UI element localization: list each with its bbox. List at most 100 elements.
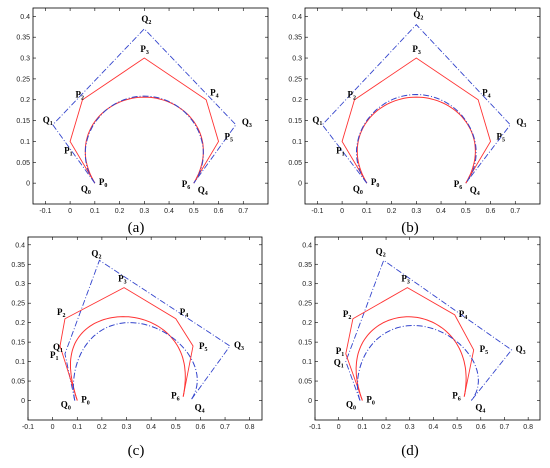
y-tick-label: 0.2 (15, 320, 25, 327)
y-tick-label: 0.4 (302, 242, 312, 249)
point-label-q3: Q3 (516, 344, 526, 356)
point-label-q4: Q4 (470, 185, 480, 197)
plot-frame (32, 7, 269, 205)
y-tick-label: 0.05 (16, 160, 30, 167)
x-tick-label: 0 (68, 208, 72, 215)
point-label-q0: Q0 (346, 400, 356, 412)
point-label-q2: Q2 (91, 248, 101, 260)
x-tick-label: 0.1 (362, 208, 372, 215)
point-label-p1: P1 (50, 350, 59, 362)
point-label-q2: Q2 (141, 14, 151, 26)
x-tick-label: 0.6 (196, 424, 206, 431)
y-tick-label: 0.25 (298, 301, 312, 308)
x-tick-label: 0.7 (500, 424, 510, 431)
point-label-q4: Q4 (198, 185, 208, 197)
x-tick-label: 0.3 (411, 208, 421, 215)
chart-panel-b: -0.1 0 0.1 0.2 0.3 0.4 0.5 0.6 0.7 0 0.05 0.1 0.15 0.… (288, 7, 541, 215)
x-tick-label: 0.5 (189, 208, 199, 215)
q-bezier-curve (84, 95, 204, 184)
x-tick-label: -0.1 (22, 424, 34, 431)
x-tick-label: 0.1 (358, 424, 368, 431)
point-label-q4: Q4 (475, 403, 485, 415)
x-tick-label: 0.5 (461, 208, 471, 215)
x-tick-label: 0.1 (72, 424, 82, 431)
panel-caption: (d) (401, 443, 419, 459)
y-tick-label: 0.35 (11, 262, 25, 269)
point-label-p3: P3 (140, 44, 149, 56)
p-bezier-curve (356, 96, 476, 184)
point-label-p5: P5 (225, 131, 234, 143)
p-control-polygon (345, 287, 475, 401)
point-label-p0: P0 (99, 177, 108, 189)
x-tick-label: 0.7 (238, 208, 248, 215)
point-label-q0: Q0 (353, 184, 363, 196)
p-control-polygon (341, 57, 492, 184)
panel-caption: (c) (128, 443, 145, 459)
x-tick-label: 0.2 (115, 208, 125, 215)
q-bezier-curve (357, 324, 479, 401)
y-tick-label: 0 (308, 398, 312, 405)
point-label-q2: Q2 (376, 246, 386, 258)
y-tick-label: 0.15 (16, 118, 30, 125)
x-tick-label: 0.4 (164, 208, 174, 215)
point-label-p0: P0 (366, 395, 375, 407)
y-tick-label: 0.3 (302, 281, 312, 288)
point-label-q3: Q3 (234, 340, 244, 352)
point-label-p5: P5 (497, 131, 506, 143)
y-tick-label: 0.2 (20, 97, 30, 104)
chart-panel-d: -0.1 0 0.1 0.2 0.3 0.4 0.5 0.6 0.7 0.8 0 0.05 0.1 0.1… (298, 236, 541, 431)
point-label-p1: P1 (336, 346, 345, 358)
x-tick-label: -0.1 (309, 424, 321, 431)
chart-panel-c: -0.1 0 0.1 0.2 0.3 0.4 0.5 0.6 0.7 0.8 0 0.05 0.1 0.1… (11, 236, 263, 431)
panel-caption: (a) (128, 220, 145, 236)
x-tick-label: 0.3 (122, 424, 132, 431)
point-label-p2: P2 (343, 309, 352, 321)
point-label-q2: Q2 (413, 10, 423, 22)
y-tick-label: 0.15 (288, 118, 302, 125)
q-control-polygon (64, 259, 231, 401)
y-tick-label: 0.3 (292, 56, 302, 63)
x-tick-label: 0.4 (436, 208, 446, 215)
q-bezier-curve (72, 322, 198, 401)
point-label-p4: P4 (482, 88, 491, 100)
q-bezier-curve (356, 93, 477, 184)
y-tick-label: 0.1 (292, 139, 302, 146)
y-tick-label: 0.4 (292, 14, 302, 21)
x-tick-label: -0.1 (311, 208, 323, 215)
y-tick-label: 0.05 (11, 379, 25, 386)
y-tick-label: 0.05 (298, 379, 312, 386)
point-label-q0: Q0 (61, 400, 71, 412)
y-tick-label: 0.15 (298, 340, 312, 347)
point-label-p6: P6 (454, 179, 463, 191)
x-tick-label: 0.8 (523, 424, 533, 431)
x-tick-label: 0.4 (146, 424, 156, 431)
point-label-p4: P4 (180, 307, 189, 319)
plot-frame (304, 7, 541, 205)
point-label-q3: Q3 (242, 117, 252, 129)
x-tick-label: 0.7 (220, 424, 230, 431)
q-control-polygon (52, 28, 237, 184)
y-tick-label: 0 (21, 398, 25, 405)
y-tick-label: 0.25 (288, 76, 302, 83)
y-tick-label: 0.35 (298, 262, 312, 269)
x-tick-label: 0.4 (429, 424, 439, 431)
point-label-p5: P5 (199, 341, 208, 353)
x-tick-label: 0.7 (510, 208, 520, 215)
y-tick-label: 0.3 (20, 56, 30, 63)
point-label-p1: P1 (64, 145, 73, 157)
x-tick-label: 0.2 (381, 424, 391, 431)
y-tick-label: 0.2 (302, 320, 312, 327)
y-tick-label: 0.2 (292, 97, 302, 104)
p-bezier-curve (355, 316, 467, 401)
point-label-q0: Q0 (81, 184, 91, 196)
point-label-q4: Q4 (195, 403, 205, 415)
p-bezier-curve (84, 96, 204, 184)
y-tick-label: 0.25 (16, 76, 30, 83)
point-label-q1: Q1 (312, 115, 322, 127)
y-tick-label: 0.4 (15, 242, 25, 249)
y-tick-label: 0.35 (16, 35, 30, 42)
y-tick-label: 0 (298, 181, 302, 188)
plot-frame (27, 236, 263, 421)
x-tick-label: 0.6 (214, 208, 224, 215)
